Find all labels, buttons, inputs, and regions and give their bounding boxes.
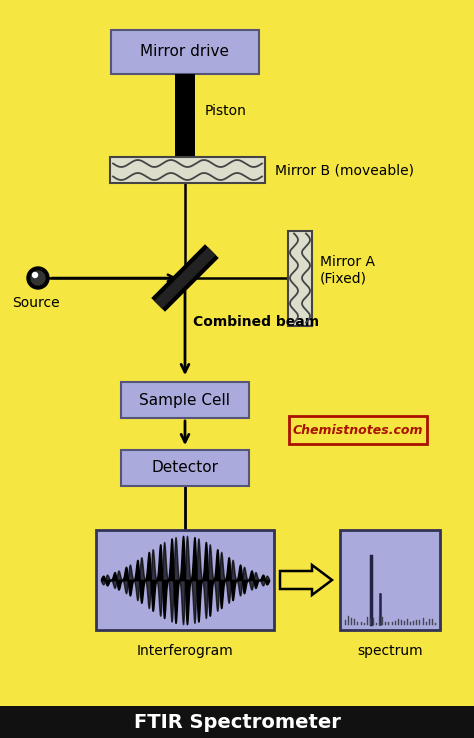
Bar [288,230,312,325]
Text: Piston: Piston [205,104,247,118]
Bar [110,157,265,183]
Bar [121,382,249,418]
Text: spectrum: spectrum [357,644,423,658]
Text: FTIR Spectrometer: FTIR Spectrometer [134,712,340,731]
Circle shape [27,267,49,289]
FancyArrow shape [280,565,332,595]
Text: Detector: Detector [152,461,219,475]
Bar [121,450,249,486]
Text: Mirror B (moveable): Mirror B (moveable) [275,163,414,177]
Text: Mirror A
(Fixed): Mirror A (Fixed) [320,255,375,285]
FancyBboxPatch shape [289,416,427,444]
Text: Interferogram: Interferogram [137,644,233,658]
Bar [175,74,195,168]
Bar [96,530,274,630]
Text: Combined beam: Combined beam [193,315,319,329]
Circle shape [31,271,45,285]
Text: Source: Source [12,296,60,310]
Text: Chemistnotes.com: Chemistnotes.com [293,424,423,436]
Bar [0,706,474,738]
Circle shape [33,272,37,277]
Bar [340,530,440,630]
Bar [111,30,259,74]
Text: Mirror drive: Mirror drive [140,44,229,60]
Text: Sample Cell: Sample Cell [139,393,230,407]
